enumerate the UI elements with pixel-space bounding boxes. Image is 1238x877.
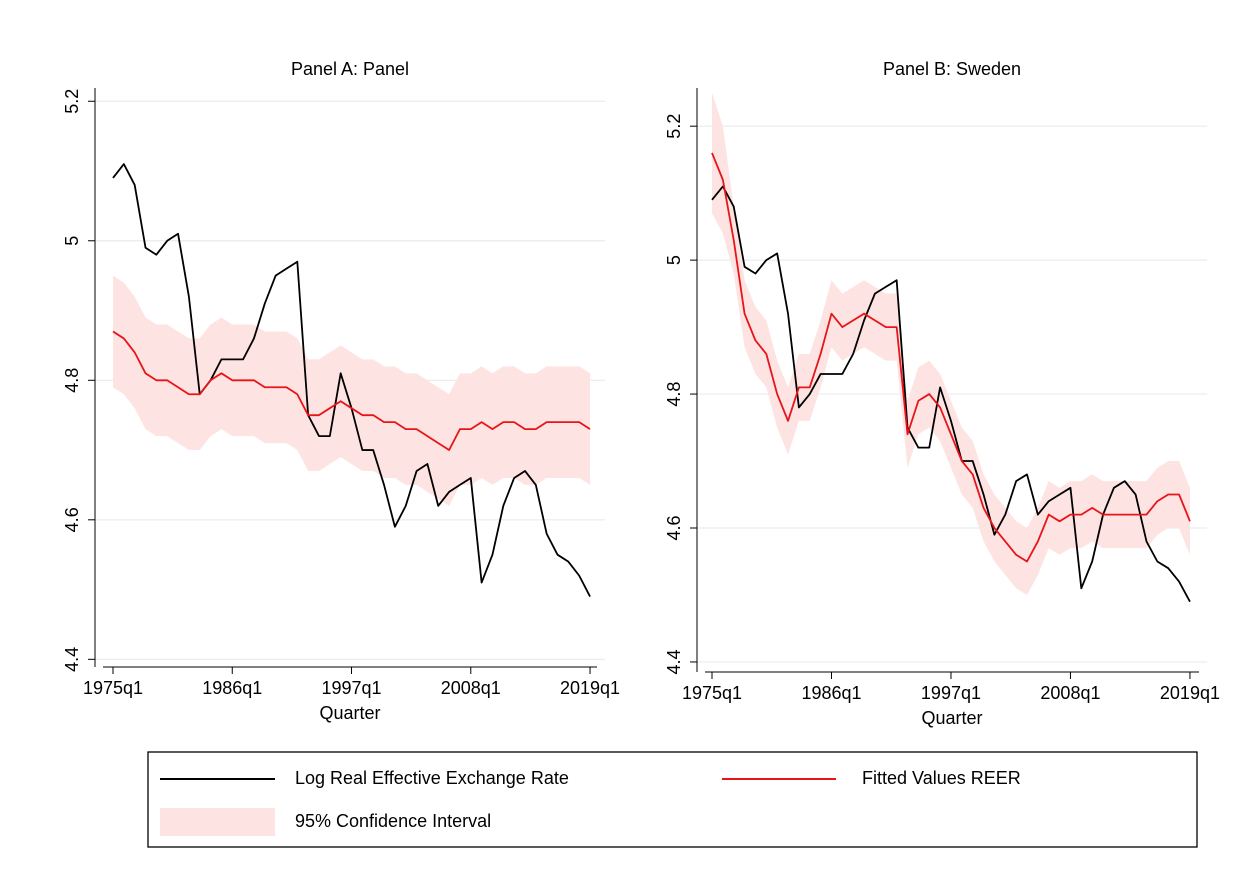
x-tick-label: 2019q1 [1160, 683, 1220, 703]
series-line [112, 330, 591, 451]
x-tick-label: 2019q1 [560, 678, 620, 698]
x-tick-label: 2008q1 [441, 678, 501, 698]
x-tick-label: 1975q1 [83, 678, 143, 698]
x-tick-label: 1997q1 [321, 678, 381, 698]
panel: 4.4 4.6 4.8 5 5.2 1975q1 1986q1 1997q1 2008q1 201… [664, 59, 1220, 728]
y-tick-label: 5 [62, 236, 82, 246]
chart-title: Panel A: Panel [291, 59, 409, 79]
legend-label: Log Real Effective Exchange Rate [295, 768, 569, 788]
x-axis-title: Quarter [319, 703, 380, 723]
confidence-band [711, 92, 1190, 595]
y-tick-label: 5 [664, 255, 684, 265]
x-tick-label: 1975q1 [682, 683, 742, 703]
chart-title: Panel B: Sweden [883, 59, 1021, 79]
y-tick-label: 4.4 [664, 649, 684, 674]
x-tick-label: 1986q1 [202, 678, 262, 698]
y-tick-label: 4.4 [62, 647, 82, 672]
confidence-band [112, 275, 591, 506]
x-tick-label: 1986q1 [801, 683, 861, 703]
series-line [711, 185, 1191, 603]
legend: Log Real Effective Exchange Rate Fitted … [147, 751, 1198, 848]
x-axis-title: Quarter [921, 708, 982, 728]
y-tick-label: 4.8 [62, 368, 82, 393]
x-tick-label: 1997q1 [921, 683, 981, 703]
y-tick-label: 4.6 [664, 515, 684, 540]
legend-box [147, 751, 1198, 848]
y-tick-label: 4.6 [62, 507, 82, 532]
legend-swatch [160, 808, 275, 836]
y-tick-label: 5.2 [664, 114, 684, 139]
series-line [711, 152, 1191, 563]
x-tick-label: 2008q1 [1040, 683, 1100, 703]
y-tick-label: 4.8 [664, 382, 684, 407]
legend-label: Fitted Values REER [862, 768, 1021, 788]
y-tick-label: 5.2 [62, 89, 82, 114]
legend-label: 95% Confidence Interval [295, 811, 491, 831]
panel: 4.4 4.6 4.8 5 5.2 1975q1 1986q1 1997q1 2008q1 201… [62, 59, 620, 723]
